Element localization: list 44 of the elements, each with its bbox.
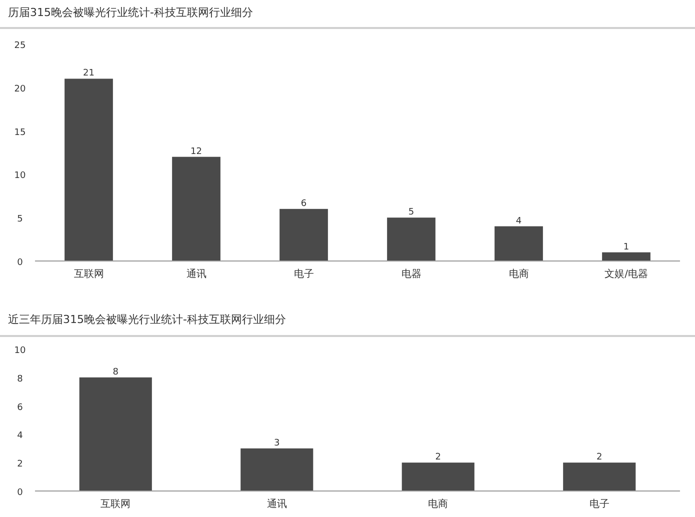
bar [387,218,436,261]
y-tick-label: 2 [17,460,23,470]
y-tick-label: 8 [17,374,24,384]
data-label: 6 [300,198,307,209]
bar [494,226,543,261]
y-tick-label: 20 [14,84,26,94]
y-tick-label: 10 [14,171,26,182]
bar [79,377,152,491]
bar [240,448,314,491]
y-tick-label: 5 [17,214,23,225]
data-label: 8 [112,367,119,378]
data-label: 3 [274,438,280,448]
x-tick-label: 互联网 [100,498,131,510]
bar [563,462,636,491]
y-tick-label: 0 [17,488,24,498]
y-tick-label: 4 [17,431,24,442]
chart-title: 近三年历届315晚会被曝光行业统计-科技互联网行业细分 [8,313,286,326]
bar [402,462,474,491]
data-label: 21 [83,68,94,79]
y-tick-label: 25 [14,41,26,51]
bar [280,208,328,261]
x-tick-label: 电商 [508,268,529,280]
x-tick-label: 电商 [428,498,448,510]
x-tick-label: 通讯 [186,268,206,280]
x-tick-label: 文娱/电器 [604,268,648,280]
data-label: 5 [408,208,414,218]
chart-title: 历届315晚会被曝光行业统计-科技互联网行业细分 [8,6,253,19]
y-tick-label: 10 [14,346,26,356]
x-tick-label: 电子 [589,498,610,510]
x-tick-label: 电器 [401,268,422,280]
y-tick-label: 0 [17,258,24,268]
data-label: 2 [435,452,441,463]
bar [602,252,650,261]
x-tick-label: 通讯 [266,498,287,510]
bar [64,78,113,261]
data-label: 1 [623,242,630,252]
data-label: 2 [596,452,602,463]
y-tick-label: 15 [14,128,26,138]
x-tick-label: 互联网 [74,268,104,280]
data-label: 12 [190,146,202,157]
data-label: 4 [516,216,522,226]
y-tick-label: 6 [17,402,24,413]
x-tick-label: 电子 [294,268,314,280]
bar [172,156,220,261]
